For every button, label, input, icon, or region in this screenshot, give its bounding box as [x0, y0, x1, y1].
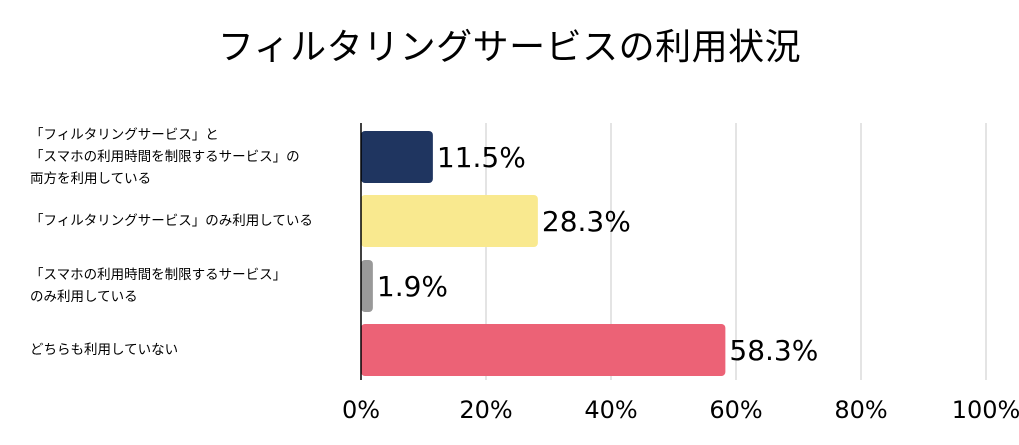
- category-label-line: 両方を利用している: [30, 171, 152, 187]
- category-label-3: 「スマホの利用時間を制限するサービス」 のみ利用している: [30, 264, 350, 308]
- category-label-line: どちらも利用していない: [30, 342, 179, 358]
- category-label-line: 「スマホの利用時間を制限するサービス」: [30, 267, 287, 283]
- x-tick-label-100: 100%: [952, 396, 1019, 424]
- x-tick-label-80: 80%: [834, 396, 887, 424]
- data-label-1: 11.5%: [437, 141, 526, 174]
- bar-2: [361, 195, 538, 247]
- data-label-3: 1.9%: [377, 270, 448, 303]
- chart-title: フィルタリングサービスの利用状況: [217, 27, 802, 68]
- bar-3: [361, 260, 373, 312]
- category-label-4: どちらも利用していない: [30, 339, 350, 361]
- bar-4: [361, 324, 726, 376]
- category-label-line: 「フィルタリングサービス」と: [30, 127, 219, 143]
- data-label-4: 58.3%: [729, 334, 818, 367]
- data-label-2: 28.3%: [542, 205, 631, 238]
- category-label-line: のみ利用している: [30, 289, 138, 305]
- x-tick-label-60: 60%: [709, 396, 762, 424]
- x-tick-label-0: 0%: [342, 396, 380, 424]
- category-label-line: 「スマホの利用時間を制限するサービス」の: [30, 149, 300, 165]
- category-label-1: 「フィルタリングサービス」と「スマホの利用時間を制限するサービス」の 両方を利用し…: [30, 124, 350, 190]
- category-label-line: 「フィルタリングサービス」のみ利用している: [30, 213, 313, 229]
- category-label-2: 「フィルタリングサービス」のみ利用している: [30, 210, 350, 232]
- bar-1: [361, 131, 433, 183]
- x-tick-label-20: 20%: [459, 396, 512, 424]
- x-tick-label-40: 40%: [584, 396, 637, 424]
